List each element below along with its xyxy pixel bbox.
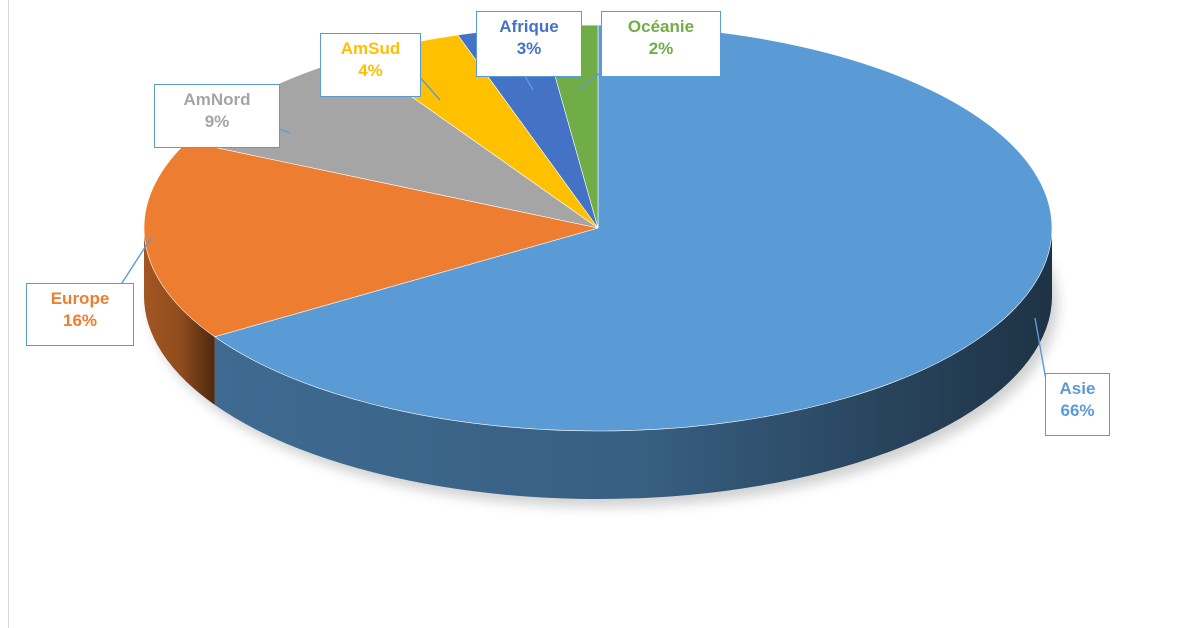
callout-europe: Europe 16%	[26, 283, 134, 346]
callout-leader-asie	[1034, 317, 1047, 381]
slice-label-percent: 4%	[358, 61, 383, 80]
chart-frame-edge	[8, 0, 9, 628]
callout-amsud: AmSud 4%	[320, 33, 421, 97]
slice-label-name: Océanie	[627, 17, 695, 36]
callout-amnord: AmNord 9%	[154, 84, 280, 148]
pie-slice-europe	[143, 141, 599, 338]
pie-side-shade-asie	[214, 228, 1053, 499]
slice-label-percent: 9%	[204, 112, 230, 131]
pie-slice-asie	[213, 24, 1053, 432]
slice-label-name: Asie	[1059, 379, 1096, 398]
slice-label-percent: 16%	[62, 311, 98, 330]
slice-label-name: Europe	[50, 289, 110, 308]
slice-label-percent: 3%	[516, 39, 542, 58]
slice-label-name: AmSud	[340, 39, 401, 58]
slice-label-name: Afrique	[499, 17, 559, 36]
slice-label-name: AmNord	[183, 90, 251, 109]
callout-leader-afrique	[524, 75, 534, 91]
callout-asie: Asie 66%	[1045, 373, 1110, 436]
pie-side-shade-europe	[144, 228, 215, 405]
callout-leader-europe	[119, 237, 152, 287]
slice-label-percent: 2%	[648, 39, 674, 58]
callout-océanie: Océanie 2%	[601, 11, 721, 77]
slice-label-percent: 66%	[1060, 401, 1095, 420]
callout-leader-océanie	[577, 71, 602, 91]
callout-afrique: Afrique 3%	[476, 11, 582, 77]
